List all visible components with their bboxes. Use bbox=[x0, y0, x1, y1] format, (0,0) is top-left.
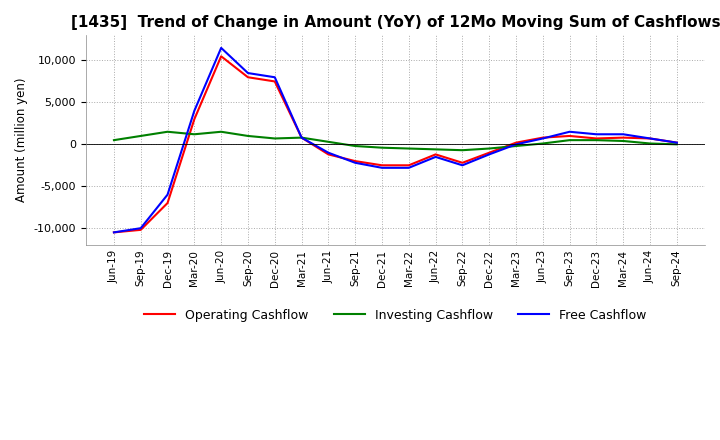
Operating Cashflow bbox=[324, 152, 333, 157]
Operating Cashflow bbox=[592, 136, 600, 141]
Operating Cashflow bbox=[136, 227, 145, 232]
Operating Cashflow bbox=[351, 158, 359, 164]
Investing Cashflow bbox=[297, 135, 306, 140]
Investing Cashflow bbox=[539, 141, 547, 146]
Title: [1435]  Trend of Change in Amount (YoY) of 12Mo Moving Sum of Cashflows: [1435] Trend of Change in Amount (YoY) o… bbox=[71, 15, 720, 30]
Free Cashflow bbox=[136, 226, 145, 231]
Line: Free Cashflow: Free Cashflow bbox=[114, 48, 677, 232]
Line: Investing Cashflow: Investing Cashflow bbox=[114, 132, 677, 150]
Investing Cashflow bbox=[512, 143, 521, 149]
Operating Cashflow bbox=[378, 163, 387, 168]
Operating Cashflow bbox=[271, 79, 279, 84]
Free Cashflow bbox=[351, 160, 359, 165]
Investing Cashflow bbox=[619, 138, 628, 143]
Free Cashflow bbox=[163, 192, 172, 197]
Free Cashflow bbox=[565, 129, 574, 134]
Operating Cashflow bbox=[458, 160, 467, 165]
Operating Cashflow bbox=[297, 135, 306, 140]
Operating Cashflow bbox=[512, 140, 521, 145]
Operating Cashflow bbox=[565, 133, 574, 139]
Free Cashflow bbox=[485, 152, 493, 157]
Operating Cashflow bbox=[217, 54, 225, 59]
Investing Cashflow bbox=[217, 129, 225, 134]
Operating Cashflow bbox=[190, 117, 199, 122]
Free Cashflow bbox=[243, 70, 252, 76]
Line: Operating Cashflow: Operating Cashflow bbox=[114, 56, 677, 232]
Investing Cashflow bbox=[405, 146, 413, 151]
Free Cashflow bbox=[297, 135, 306, 140]
Operating Cashflow bbox=[672, 140, 681, 145]
Y-axis label: Amount (million yen): Amount (million yen) bbox=[15, 78, 28, 202]
Legend: Operating Cashflow, Investing Cashflow, Free Cashflow: Operating Cashflow, Investing Cashflow, … bbox=[139, 304, 652, 327]
Investing Cashflow bbox=[431, 147, 440, 152]
Free Cashflow bbox=[619, 132, 628, 137]
Operating Cashflow bbox=[619, 135, 628, 140]
Investing Cashflow bbox=[271, 136, 279, 141]
Free Cashflow bbox=[539, 136, 547, 141]
Investing Cashflow bbox=[109, 138, 118, 143]
Free Cashflow bbox=[646, 136, 654, 141]
Free Cashflow bbox=[378, 165, 387, 170]
Investing Cashflow bbox=[351, 143, 359, 149]
Investing Cashflow bbox=[485, 146, 493, 151]
Operating Cashflow bbox=[485, 150, 493, 155]
Operating Cashflow bbox=[243, 75, 252, 80]
Investing Cashflow bbox=[565, 138, 574, 143]
Investing Cashflow bbox=[672, 142, 681, 147]
Free Cashflow bbox=[109, 230, 118, 235]
Operating Cashflow bbox=[405, 163, 413, 168]
Investing Cashflow bbox=[378, 145, 387, 150]
Investing Cashflow bbox=[243, 133, 252, 139]
Free Cashflow bbox=[217, 45, 225, 51]
Free Cashflow bbox=[271, 75, 279, 80]
Free Cashflow bbox=[431, 154, 440, 160]
Free Cashflow bbox=[672, 140, 681, 145]
Investing Cashflow bbox=[136, 133, 145, 139]
Free Cashflow bbox=[512, 142, 521, 147]
Operating Cashflow bbox=[539, 135, 547, 140]
Free Cashflow bbox=[190, 108, 199, 114]
Free Cashflow bbox=[324, 150, 333, 155]
Operating Cashflow bbox=[163, 200, 172, 205]
Investing Cashflow bbox=[592, 138, 600, 143]
Operating Cashflow bbox=[109, 230, 118, 235]
Investing Cashflow bbox=[163, 129, 172, 134]
Operating Cashflow bbox=[431, 152, 440, 157]
Free Cashflow bbox=[405, 165, 413, 170]
Investing Cashflow bbox=[458, 147, 467, 153]
Free Cashflow bbox=[592, 132, 600, 137]
Investing Cashflow bbox=[324, 139, 333, 144]
Operating Cashflow bbox=[646, 136, 654, 141]
Investing Cashflow bbox=[190, 132, 199, 137]
Investing Cashflow bbox=[646, 141, 654, 146]
Free Cashflow bbox=[458, 163, 467, 168]
